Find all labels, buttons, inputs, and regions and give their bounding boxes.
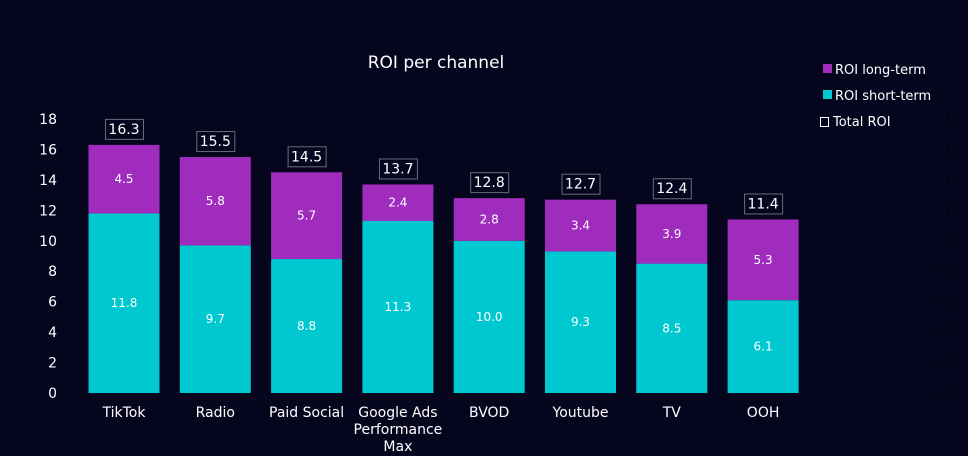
y2-tick-label: 2.0 bbox=[940, 356, 962, 372]
total-roi-box bbox=[470, 172, 510, 194]
total-roi-label: 12.4 bbox=[656, 181, 687, 197]
long-term-value-label: 3.9 bbox=[662, 227, 681, 241]
x-category-label: Paid Social bbox=[269, 405, 344, 421]
y2-tick-label: 8.0 bbox=[940, 264, 962, 280]
bar-long-term bbox=[362, 184, 434, 221]
legend-swatch-total bbox=[820, 117, 829, 127]
y-tick-label: 2 bbox=[48, 356, 57, 372]
bar-long-term bbox=[453, 198, 525, 241]
legend-label-total: Total ROI bbox=[832, 115, 891, 130]
legend-label-short-term: ROI short-term bbox=[835, 89, 931, 104]
x-category-label: OOH bbox=[747, 405, 780, 421]
short-term-value-label: 10.0 bbox=[476, 310, 503, 324]
total-roi-label: 12.8 bbox=[474, 175, 505, 191]
short-term-value-label: 6.1 bbox=[754, 340, 773, 354]
legend-swatch-long-term bbox=[823, 64, 832, 73]
y-tick-label: 14 bbox=[39, 173, 57, 189]
y-tick-label: 6 bbox=[48, 295, 57, 311]
total-roi-label: 11.4 bbox=[748, 196, 779, 212]
x-axis: TikTok Radio Paid Social Google AdsPerforma… bbox=[102, 405, 780, 455]
long-term-value-label: 5.8 bbox=[206, 194, 225, 208]
total-roi-box bbox=[196, 131, 236, 153]
bar-long-term bbox=[271, 172, 343, 260]
long-term-value-label: 5.7 bbox=[297, 209, 316, 223]
y-axis: 0 2 4 6 8 10 12 14 16 18 bbox=[39, 112, 57, 402]
y2-tick-label: 16.0 bbox=[940, 142, 968, 158]
y-tick-label: 16 bbox=[39, 142, 57, 158]
total-roi-box bbox=[652, 178, 692, 200]
x-category-label: Youtube bbox=[552, 405, 609, 421]
short-term-value-label: 11.8 bbox=[111, 296, 138, 310]
y2-tick-label: 18.0 bbox=[940, 112, 968, 128]
bar-short-term bbox=[179, 245, 251, 393]
bar-long-term bbox=[88, 144, 160, 214]
y2-tick-label: 6.0 bbox=[940, 295, 962, 311]
legend-swatch-short-term bbox=[823, 90, 832, 99]
y2-tick-label: 10.0 bbox=[940, 234, 968, 250]
x-category-label: TikTok bbox=[102, 405, 147, 421]
total-roi-box bbox=[744, 193, 784, 215]
bar-short-term bbox=[453, 240, 525, 393]
bar-long-term bbox=[545, 199, 616, 252]
x-category-label: Performance bbox=[354, 422, 443, 438]
long-term-value-label: 2.8 bbox=[480, 212, 499, 226]
x-category-label: TV bbox=[662, 405, 682, 421]
x-category-label: BVOD bbox=[469, 405, 509, 421]
total-roi-box bbox=[561, 173, 601, 195]
bar-long-term bbox=[179, 157, 251, 246]
long-term-value-label: 4.5 bbox=[114, 172, 133, 186]
y2-tick-label: 4.0 bbox=[940, 325, 962, 341]
bar-short-term bbox=[362, 220, 434, 393]
x-category-label: Google Ads bbox=[358, 405, 437, 421]
bar-long-term bbox=[727, 219, 799, 301]
total-roi-label: 16.3 bbox=[108, 122, 139, 138]
bar-long-term bbox=[636, 204, 708, 264]
short-term-value-label: 8.8 bbox=[297, 319, 316, 333]
y-tick-label: 4 bbox=[48, 325, 57, 341]
chart-title: ROI per channel bbox=[368, 53, 505, 73]
bar-short-term bbox=[88, 213, 160, 393]
y-tick-label: 10 bbox=[39, 234, 57, 250]
y-tick-label: 18 bbox=[39, 112, 57, 128]
long-term-value-label: 2.4 bbox=[388, 196, 407, 210]
total-roi-box bbox=[378, 158, 418, 180]
bar-short-term bbox=[271, 259, 343, 393]
short-term-value-label: 9.7 bbox=[206, 312, 225, 326]
total-roi-box bbox=[105, 118, 144, 140]
short-term-value-label: 8.5 bbox=[662, 321, 681, 335]
x-category-label: Radio bbox=[196, 405, 235, 421]
total-roi-label: 13.7 bbox=[382, 161, 413, 177]
total-roi-label: 15.5 bbox=[200, 134, 231, 150]
long-term-value-label: 3.4 bbox=[571, 219, 590, 233]
y2-tick-label: 12.0 bbox=[940, 203, 968, 219]
total-roi-label: 12.7 bbox=[565, 177, 596, 193]
bars: 11.8 4.5 16.3 9.7 5.8 15.5 8.8 5.7 14.5 11.3 2.4 13… bbox=[88, 118, 799, 393]
y2-axis: 0.0 2.0 4.0 6.0 8.0 10.0 12.0 14.0 16.0 18.0 bbox=[940, 112, 968, 402]
y-tick-label: 12 bbox=[39, 203, 57, 219]
y2-tick-label: 0.0 bbox=[940, 386, 962, 402]
bar-short-term bbox=[545, 251, 616, 393]
bar-short-term bbox=[727, 300, 799, 393]
bar-short-term bbox=[636, 263, 708, 393]
y2-tick-label: 14.0 bbox=[940, 173, 968, 189]
short-term-value-label: 9.3 bbox=[571, 315, 590, 329]
short-term-value-label: 11.3 bbox=[385, 300, 412, 314]
total-roi-box bbox=[287, 146, 327, 168]
legend-label-long-term: ROI long-term bbox=[835, 63, 926, 78]
legend: ROI long-term ROI short-term Total ROI bbox=[820, 63, 931, 130]
total-roi-label: 14.5 bbox=[291, 149, 322, 165]
y-tick-label: 8 bbox=[48, 264, 57, 280]
long-term-value-label: 5.3 bbox=[754, 253, 773, 267]
x-category-label: Max bbox=[383, 439, 412, 455]
y-tick-label: 0 bbox=[48, 386, 57, 402]
